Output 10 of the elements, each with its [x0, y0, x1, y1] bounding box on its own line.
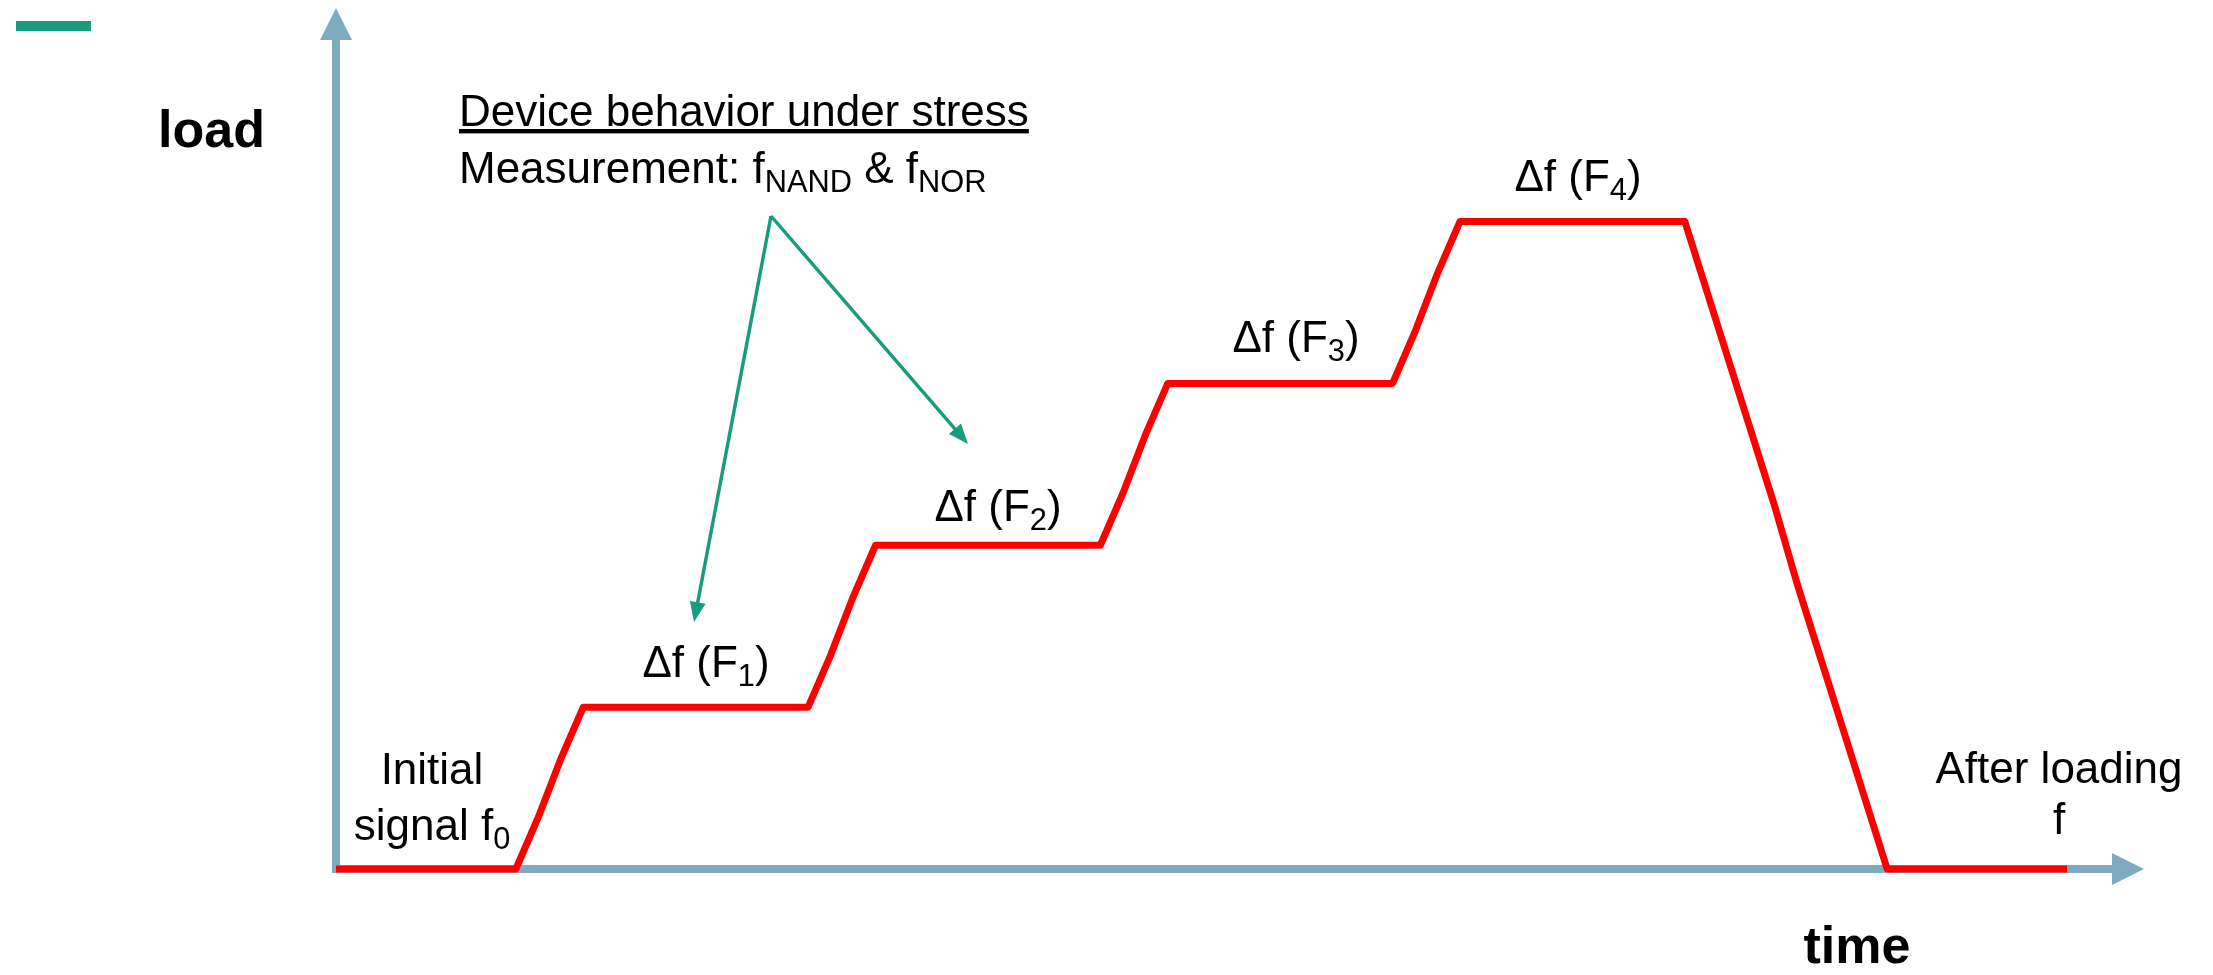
annotation: Δf (F$_{1}$)	[642, 637, 770, 694]
x-axis-title: time	[1803, 916, 1911, 974]
text: Device behavior under stress	[459, 86, 1029, 135]
y-axis-title: load	[158, 100, 265, 158]
text: Δf (F$_{4}$)	[1514, 151, 1642, 208]
annotation: Initial signal f$_{0}$	[353, 744, 511, 857]
annotation: Δf (F$_{2}$)	[934, 481, 1062, 538]
text: Measurement: f$_{NAND}$ & f$_{NOR}$	[459, 143, 987, 200]
annotation: Δf (F$_{3}$)	[1232, 312, 1360, 369]
annotation: After loading f	[1935, 743, 2183, 843]
